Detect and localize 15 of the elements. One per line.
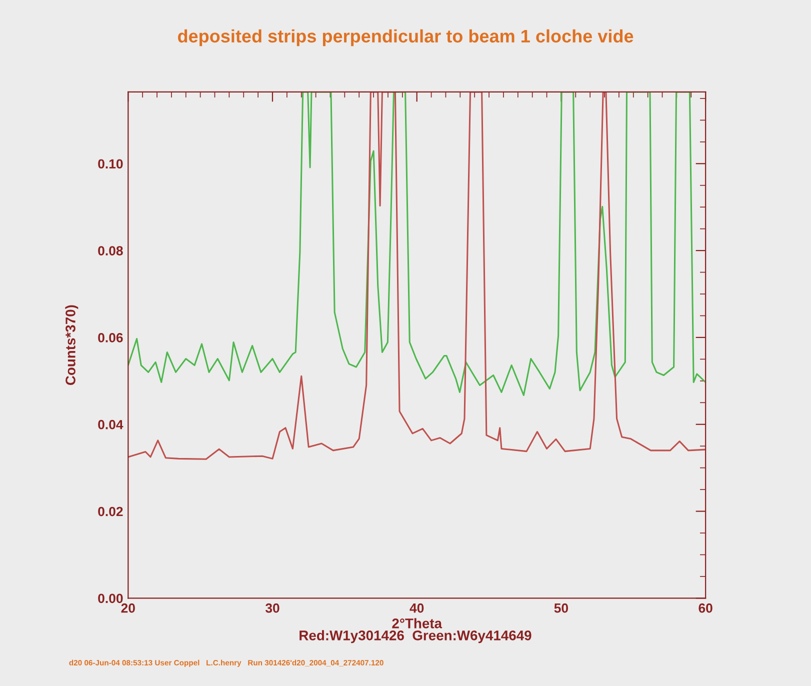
text: Red:W1y301426 Green:W6y414649 [300, 630, 532, 644]
x-tick-label: 30 [265, 603, 280, 613]
y-axis-title: Counts*370) [65, 305, 78, 385]
y-tick-label: 0.04 [98, 420, 124, 430]
y-tick-label: 0.02 [98, 506, 123, 516]
x-tick-label: 60 [698, 603, 712, 613]
chart-title: deposited strips perpendicular to beam 1 cloche vide [178, 29, 634, 46]
x-tick-label: 50 [554, 603, 568, 613]
y-tick-label: 0.06 [98, 333, 123, 342]
y-tick-label: 0.08 [98, 246, 123, 256]
x-tick-label: 40 [410, 603, 424, 613]
x-axis-title: 2°Theta [392, 618, 442, 628]
y-tick-label: 0.00 [98, 594, 123, 604]
y-tick-label: 0.10 [98, 159, 123, 169]
x-tick-label: 20 [121, 603, 135, 613]
